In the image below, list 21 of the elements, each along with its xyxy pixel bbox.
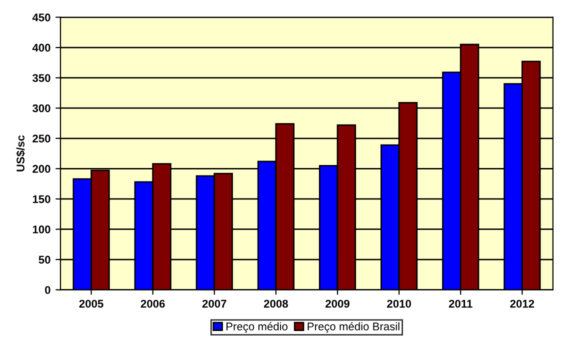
y-tick-label: 300	[32, 104, 50, 112]
x-tick-label: 2011	[448, 300, 472, 308]
y-tick-label: 0	[45, 286, 50, 294]
x-tick-label: 2012	[510, 300, 534, 308]
legend-label: Preço médio	[226, 322, 288, 333]
y-tick-label: 200	[32, 164, 50, 173]
x-tick-label: 2005	[79, 300, 104, 308]
x-tick-label: 2007	[202, 300, 226, 308]
legend-label: Preço médio Brasil	[308, 322, 400, 333]
x-tick-label: 2006	[140, 300, 165, 308]
x-tick-label: 2009	[326, 300, 350, 308]
y-tick-label: 350	[32, 74, 50, 82]
y-tick-label: 450	[32, 14, 50, 22]
y-tick-label: 400	[32, 44, 50, 52]
x-tick-label: 2010	[387, 300, 411, 308]
y-tick-label: 150	[32, 195, 50, 204]
y-axis-title: US$/sc	[16, 135, 26, 172]
y-tick-label: 100	[32, 226, 50, 234]
y-tick-label: 50	[38, 256, 50, 264]
y-tick-label: 250	[32, 134, 50, 143]
x-tick-label: 2008	[264, 300, 288, 308]
